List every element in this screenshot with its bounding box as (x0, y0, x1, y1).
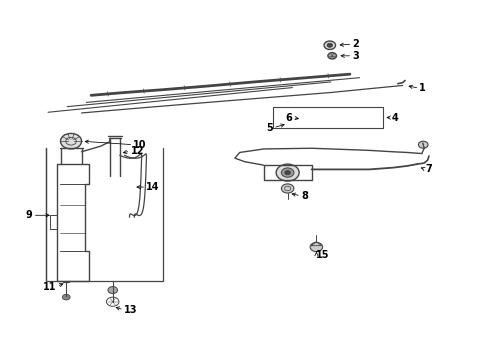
Text: 9: 9 (26, 210, 33, 220)
Circle shape (281, 168, 293, 177)
Circle shape (309, 242, 322, 252)
Circle shape (281, 184, 293, 193)
Text: 13: 13 (123, 305, 137, 315)
Circle shape (324, 41, 335, 49)
Text: 11: 11 (43, 282, 57, 292)
Circle shape (284, 171, 290, 175)
Text: 4: 4 (391, 113, 398, 122)
Text: 3: 3 (351, 51, 358, 61)
Circle shape (61, 134, 81, 149)
Text: 6: 6 (285, 113, 292, 122)
Text: 15: 15 (316, 250, 329, 260)
Text: 7: 7 (425, 165, 431, 174)
Text: 1: 1 (419, 83, 426, 93)
Circle shape (418, 141, 427, 148)
Circle shape (108, 287, 117, 294)
Text: 5: 5 (266, 123, 273, 133)
Text: 8: 8 (301, 191, 307, 201)
Text: 2: 2 (351, 39, 358, 49)
Text: 10: 10 (133, 140, 146, 150)
Text: 12: 12 (130, 146, 143, 156)
Text: 14: 14 (146, 182, 160, 192)
Circle shape (327, 53, 336, 59)
Circle shape (62, 294, 70, 300)
Circle shape (326, 43, 332, 48)
Circle shape (276, 164, 299, 181)
